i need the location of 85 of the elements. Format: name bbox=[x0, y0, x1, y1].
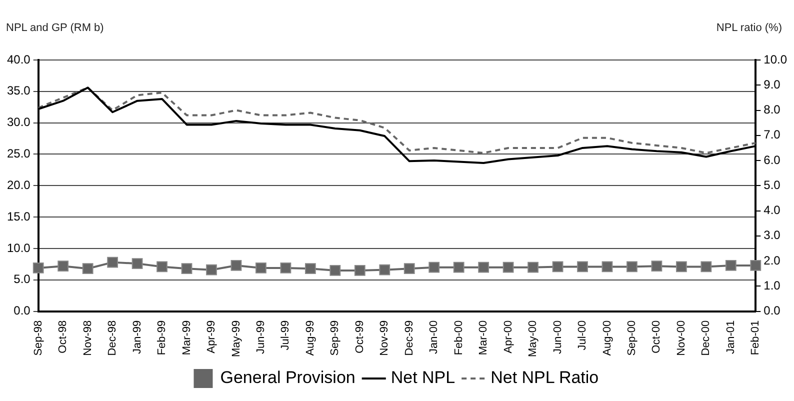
y2-tick-label: 9.0 bbox=[764, 77, 781, 92]
x-tick-label: May-00 bbox=[527, 320, 540, 358]
x-tick-label: Dec-00 bbox=[700, 320, 712, 356]
point bbox=[725, 260, 736, 271]
point bbox=[478, 262, 490, 273]
point bbox=[379, 264, 390, 276]
point bbox=[651, 260, 662, 272]
y-tick-label: 10.0 bbox=[6, 240, 31, 255]
x-tick-label: Jan-99 bbox=[131, 320, 144, 354]
point bbox=[156, 261, 168, 272]
y2-tick-label: 6.0 bbox=[764, 152, 781, 167]
point bbox=[304, 263, 316, 274]
y-tick-label: 5.0 bbox=[14, 272, 31, 286]
y-axis-title: NPL and GP (RM b) bbox=[6, 22, 104, 34]
x-tick-label: Feb-99 bbox=[156, 320, 168, 356]
y2-tick-label: 3.0 bbox=[764, 228, 781, 242]
point bbox=[330, 265, 341, 276]
x-tick-label: Jan-00 bbox=[428, 320, 440, 354]
x-tick-label: Apr-00 bbox=[502, 320, 514, 354]
point bbox=[107, 256, 118, 268]
x-tick-label: Jun-00 bbox=[552, 320, 564, 354]
y-tick-label: 25.0 bbox=[6, 146, 31, 161]
x-tick-label: Aug-00 bbox=[601, 320, 614, 356]
x-tick-label: Aug-99 bbox=[304, 320, 316, 356]
x-tick-label: Mar-00 bbox=[478, 320, 490, 356]
point bbox=[256, 262, 266, 274]
y2-tick-label: 7.0 bbox=[764, 128, 781, 142]
x-tick-label: Jan-01 bbox=[724, 320, 737, 354]
point bbox=[280, 262, 292, 274]
x-tick-label: Jul-99 bbox=[280, 320, 292, 350]
x-tick-label: Jun-99 bbox=[254, 320, 267, 354]
point bbox=[428, 262, 440, 273]
x-tick-label: Nov-00 bbox=[675, 320, 688, 356]
y-tick-label: 35.0 bbox=[6, 84, 31, 98]
point bbox=[602, 261, 613, 272]
y2-tick-label: 5.0 bbox=[764, 178, 781, 192]
y2-axis-title: NPL ratio (%) bbox=[716, 22, 782, 34]
point bbox=[626, 261, 638, 272]
x-tick-label: May-99 bbox=[230, 320, 242, 358]
point bbox=[750, 260, 762, 271]
y-tick-label: 30.0 bbox=[6, 115, 31, 130]
y2-tick-label: 1.0 bbox=[764, 278, 781, 292]
y-tick-label: 0.0 bbox=[14, 304, 31, 318]
legend-label: General Provision bbox=[220, 368, 356, 388]
x-tick-label: Sep-00 bbox=[626, 320, 638, 356]
point bbox=[577, 261, 588, 272]
y-tick-label: 15.0 bbox=[6, 209, 31, 224]
point bbox=[82, 263, 94, 274]
point bbox=[404, 263, 415, 274]
point bbox=[230, 260, 242, 271]
point bbox=[58, 260, 69, 272]
x-tick-label: Feb-01 bbox=[750, 320, 762, 356]
legend-label: Net NPL bbox=[390, 368, 456, 388]
point bbox=[700, 261, 712, 272]
x-tick-label: Apr-99 bbox=[206, 320, 218, 354]
x-tick-label: Jul-00 bbox=[576, 320, 589, 350]
x-tick-label: Feb-00 bbox=[452, 320, 465, 356]
y2-tick-label: 8.0 bbox=[764, 102, 781, 117]
x-tick-label: Sep-99 bbox=[329, 320, 342, 356]
y2-tick-label: 2.0 bbox=[764, 253, 781, 268]
point bbox=[552, 261, 564, 272]
point bbox=[181, 263, 192, 274]
x-tick-label: Oct-98 bbox=[57, 320, 70, 354]
point bbox=[132, 258, 143, 270]
x-tick-label: Oct-99 bbox=[354, 320, 366, 354]
point bbox=[676, 261, 687, 272]
x-tick-label: Dec-98 bbox=[106, 320, 119, 356]
y-tick-label: 20.0 bbox=[6, 178, 31, 192]
y-tick-label: 40.0 bbox=[6, 52, 31, 66]
point bbox=[354, 265, 366, 276]
x-tick-label: Mar-99 bbox=[180, 320, 193, 356]
point bbox=[32, 262, 44, 274]
point bbox=[528, 262, 538, 273]
x-tick-label: Nov-98 bbox=[82, 320, 94, 356]
x-tick-label: Dec-99 bbox=[403, 320, 416, 356]
x-tick-label: Sep-98 bbox=[32, 320, 44, 356]
y2-tick-label: 4.0 bbox=[764, 203, 781, 218]
point bbox=[453, 262, 464, 273]
y2-tick-label: 0.0 bbox=[764, 304, 781, 318]
x-tick-label: Nov-99 bbox=[378, 320, 391, 356]
point bbox=[206, 264, 217, 276]
y2-tick-label: 10.0 bbox=[764, 52, 788, 66]
legend-label: Net NPL Ratio bbox=[490, 368, 599, 388]
point bbox=[502, 262, 514, 273]
x-tick-label: Oct-00 bbox=[650, 320, 663, 354]
